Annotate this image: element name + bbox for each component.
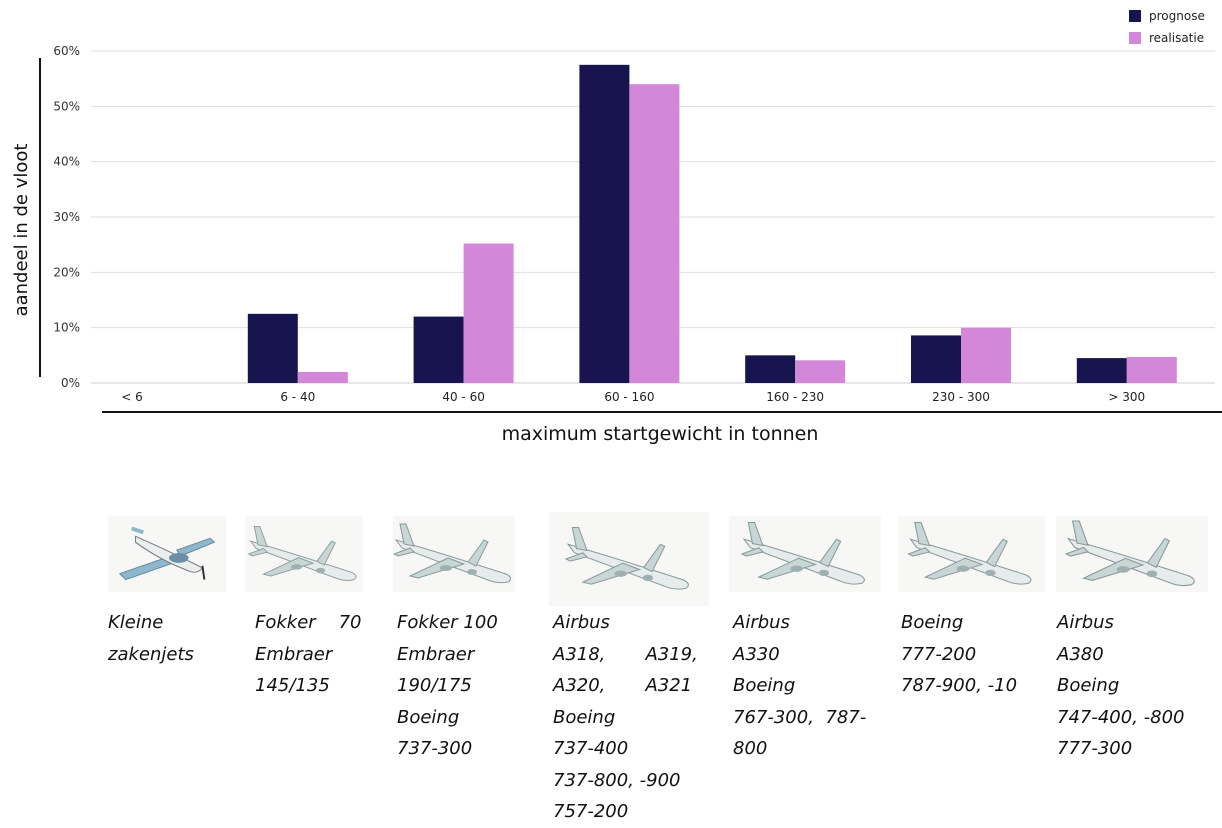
aircraft-caption-line: Fokker 70 (255, 612, 362, 633)
aircraft-caption-line: 787-900, -10 (901, 675, 1018, 696)
aircraft-caption-line: 767-300, 787- (733, 706, 867, 728)
legend-swatch (1129, 32, 1141, 44)
aircraft-caption-line: 747-400, -800 (1057, 706, 1185, 728)
y-tick-label: 0% (61, 376, 80, 390)
x-category-label: 160 - 230 (766, 390, 824, 404)
aircraft-caption-line: Boeing (553, 706, 616, 728)
aircraft-caption-line: Airbus (553, 612, 610, 633)
x-axis-title: maximum startgewicht in tonnen (502, 423, 819, 445)
widebody-airliner-icon (729, 516, 881, 592)
aircraft-caption-line: 777-200 (901, 643, 977, 665)
aircraft-caption-line: Airbus (733, 612, 790, 633)
aircraft-caption-line: A330 (733, 643, 780, 665)
aircraft-caption-line: 757-200 (553, 801, 629, 822)
y-tick-label: 40% (53, 155, 80, 169)
legend-label: prognose (1149, 9, 1205, 23)
aircraft-caption-line: 145/135 (255, 675, 330, 696)
bar-prognose (1076, 358, 1127, 383)
aircraft-caption-line: A320, A321 (553, 675, 693, 696)
aircraft-caption-line: 737-400 (553, 738, 629, 759)
aircraft-caption-line: A318, A319, (553, 643, 698, 665)
bar-realisatie (961, 327, 1011, 383)
aircraft-caption: Airbus A380 Boeing 747-400, -800 777-300 (1057, 607, 1207, 765)
aircraft-caption-line: Fokker 100 (397, 612, 498, 633)
bar-prognose (247, 313, 298, 383)
aircraft-caption-line: zakenjets (108, 643, 194, 665)
y-axis-title: aandeel in de vloot (11, 144, 32, 317)
legend-label: realisatie (1149, 31, 1204, 45)
aircraft-caption-line: Boeing (397, 706, 460, 728)
aircraft-caption-line: 737-800, -900 (553, 769, 681, 791)
aircraft-caption: Fokker 100 Embraer 190/175 Boeing 737-300 (397, 607, 512, 765)
narrowbody-airliner-icon (549, 512, 709, 606)
legend: prognose realisatie (1129, 9, 1205, 45)
x-category-label: 6 - 40 (280, 390, 315, 404)
aircraft-caption-line: A380 (1057, 643, 1104, 665)
aircraft-caption-line: 777-300 (1057, 738, 1133, 759)
bar-prognose (911, 335, 961, 383)
aircraft-caption: Airbus A330 Boeing 767-300, 787- 800 (733, 607, 878, 765)
aircraft-caption-line: 800 (733, 738, 768, 759)
bar-prognose (745, 355, 796, 383)
aircraft-caption: Boeing 777-200 787-900, -10 (901, 607, 1036, 702)
aircraft-caption-line: Boeing (1057, 675, 1120, 696)
y-tick-label: 10% (53, 321, 80, 335)
aircraft-caption-line: Embraer (255, 643, 333, 665)
bar-realisatie (629, 84, 680, 383)
aircraft-caption-line: Kleine (108, 612, 164, 633)
y-tick-label: 50% (53, 99, 80, 113)
y-tick-labels: 0% 10% 20% 30% 40% 50% 60% (53, 44, 80, 390)
regional-airliner-icon (392, 516, 515, 592)
legend-swatch (1129, 10, 1141, 22)
x-category-label: 60 - 160 (604, 390, 654, 404)
aircraft-caption-line: Airbus (1057, 612, 1114, 633)
bar-prognose (579, 64, 630, 383)
aircraft-caption-line: Embraer (397, 643, 475, 665)
aircraft-caption: Kleine zakenjets (108, 607, 228, 670)
jumbo-jet-icon (1056, 516, 1208, 592)
aircraft-caption-line: Boeing (733, 675, 796, 696)
bar-realisatie (463, 243, 514, 383)
bar-realisatie (297, 371, 348, 383)
y-tick-label: 60% (53, 44, 80, 58)
bar-prognose (413, 316, 464, 383)
bar-realisatie (1126, 356, 1177, 383)
long-haul-twinjet-icon (898, 516, 1045, 592)
aircraft-caption-line: Boeing (901, 612, 964, 633)
aircraft-caption: Airbus A318, A319, A320, A321 Boeing 737-400… (553, 607, 705, 828)
business-jet-icon (108, 516, 226, 592)
aircraft-caption-line: 737-300 (397, 738, 473, 759)
regional-jet-icon (245, 516, 363, 592)
x-category-labels: < 6 6 - 40 40 - 60 60 - 160 160 - 230 230 - 3… (121, 390, 1145, 404)
aircraft-caption: Fokker 70 Embraer 145/135 (255, 607, 370, 702)
aircraft-caption-line: 190/175 (397, 675, 472, 696)
bars (247, 64, 1177, 383)
bar-realisatie (795, 360, 846, 383)
x-category-label: > 300 (1108, 390, 1145, 404)
x-category-label: 40 - 60 (442, 390, 485, 404)
y-tick-label: 30% (53, 210, 80, 224)
x-category-label: 230 - 300 (932, 390, 990, 404)
x-category-label: < 6 (121, 390, 143, 404)
y-tick-label: 20% (53, 265, 80, 279)
